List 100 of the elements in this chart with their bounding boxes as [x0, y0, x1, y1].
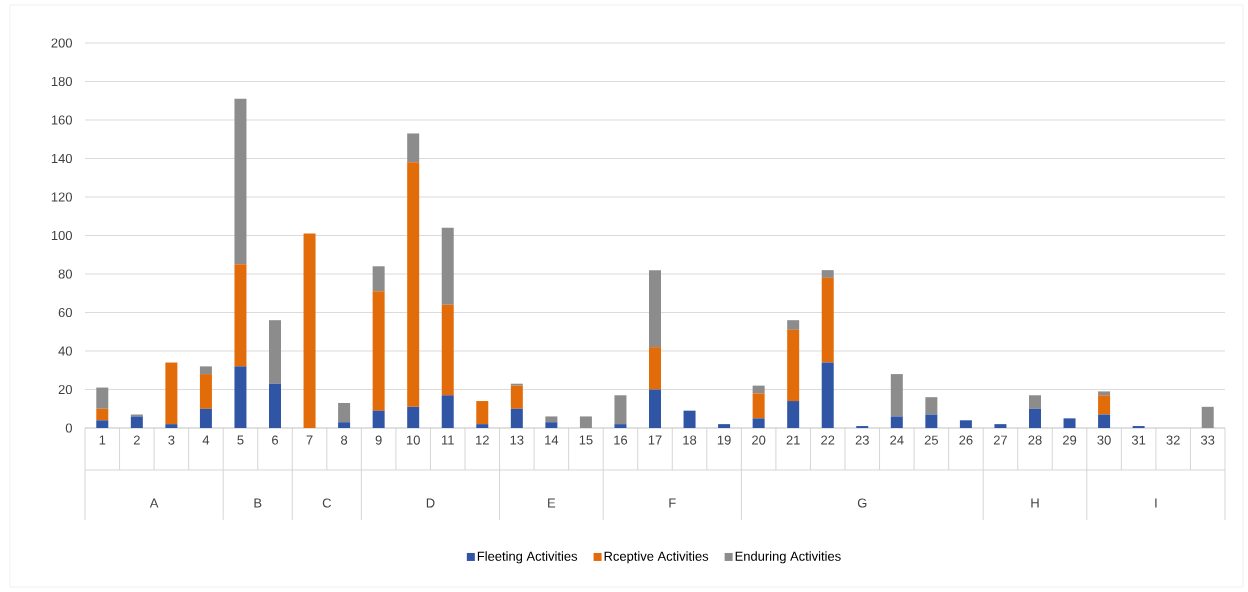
bar — [441, 395, 454, 428]
x-tick-label: 4 — [202, 435, 210, 445]
x-tick-label: 1 — [99, 435, 106, 445]
bar — [96, 420, 109, 428]
x-tick-label: 22 — [821, 435, 835, 445]
bar — [1201, 406, 1214, 428]
bar — [787, 320, 800, 330]
bar — [787, 401, 800, 428]
bar — [303, 233, 316, 428]
text: G — [857, 498, 867, 508]
bar — [234, 98, 247, 265]
bar — [372, 266, 385, 292]
x-tick-label: 8 — [341, 435, 348, 445]
bar — [925, 397, 938, 415]
y-tick-label: 120 — [51, 192, 72, 202]
x-tick-label: 19 — [717, 435, 731, 445]
x-tick-label: 15 — [579, 435, 593, 445]
bar — [338, 422, 351, 428]
text: I — [1155, 498, 1157, 508]
bar — [96, 387, 109, 409]
x-tick-label: 25 — [924, 435, 939, 445]
bar — [752, 393, 765, 419]
x-tick-label: 23 — [855, 435, 869, 445]
x-tick-label: 6 — [272, 435, 279, 445]
x-tick-label: 20 — [752, 435, 766, 445]
x-tick-label: 12 — [476, 435, 489, 445]
bar — [890, 374, 903, 417]
x-tick-label: 29 — [1062, 435, 1077, 445]
x-tick-label: 9 — [375, 435, 382, 445]
bar — [787, 329, 800, 402]
bar — [441, 304, 454, 396]
y-tick-label: 60 — [58, 307, 72, 318]
y-tick-label: 80 — [58, 269, 72, 279]
bar — [407, 406, 420, 428]
bar — [925, 414, 938, 428]
text: H — [1031, 498, 1039, 508]
bar — [649, 389, 661, 428]
text: E — [548, 498, 556, 508]
bar — [269, 383, 282, 428]
bar — [372, 291, 385, 411]
text: B — [254, 498, 262, 508]
bar — [407, 162, 420, 407]
bar — [269, 320, 282, 384]
y-tick-label: 0 — [65, 423, 72, 433]
x-tick-label: 11 — [441, 435, 454, 445]
y-tick-label: 140 — [51, 153, 72, 164]
bar — [994, 424, 1007, 428]
bar — [752, 418, 765, 428]
bar — [476, 424, 489, 428]
bar — [614, 395, 627, 425]
x-tick-label: 16 — [614, 435, 628, 445]
x-tick-label: 26 — [959, 435, 973, 445]
bar — [649, 347, 661, 390]
x-tick-label: 5 — [237, 435, 244, 445]
bar — [579, 416, 592, 428]
bar — [199, 408, 212, 428]
x-tick-label: 30 — [1097, 435, 1111, 445]
x-tick-label: 14 — [545, 435, 559, 445]
bar — [165, 362, 178, 425]
bar — [234, 366, 247, 428]
bar — [1028, 408, 1041, 428]
bar — [821, 362, 834, 428]
bar — [718, 424, 731, 428]
bar — [614, 424, 627, 428]
bar — [649, 270, 661, 348]
bar — [199, 366, 212, 375]
y-tick-label: 100 — [51, 230, 72, 241]
x-tick-label: 3 — [168, 435, 175, 445]
bar — [821, 277, 834, 363]
bar — [234, 264, 247, 367]
bar — [165, 424, 178, 428]
bar — [372, 410, 385, 428]
bar — [407, 133, 420, 163]
bar — [545, 422, 558, 428]
x-tick-label: 28 — [1028, 435, 1042, 445]
x-tick-label: 27 — [993, 435, 1007, 445]
bar — [510, 385, 523, 409]
bar — [959, 420, 972, 428]
bar — [96, 408, 109, 421]
bar — [1063, 418, 1076, 428]
y-tick-label: 160 — [51, 115, 72, 125]
text: D — [426, 498, 435, 508]
bar — [1028, 395, 1041, 409]
bar — [683, 410, 696, 428]
x-tick-label: 7 — [306, 435, 313, 445]
x-tick-label: 2 — [133, 435, 140, 445]
x-tick-label: 32 — [1166, 435, 1180, 445]
text: A — [149, 498, 159, 508]
x-tick-label: 33 — [1201, 435, 1215, 445]
x-tick-label: 21 — [786, 435, 800, 445]
bar — [821, 270, 834, 278]
legend-label: Fleeting Activities — [477, 551, 578, 564]
y-tick-label: 40 — [58, 346, 72, 356]
bar — [199, 374, 212, 409]
text: F — [669, 498, 676, 508]
bar — [338, 402, 351, 423]
bar — [130, 416, 143, 428]
bar — [1098, 414, 1111, 428]
text: C — [322, 498, 332, 508]
bar — [476, 401, 489, 425]
